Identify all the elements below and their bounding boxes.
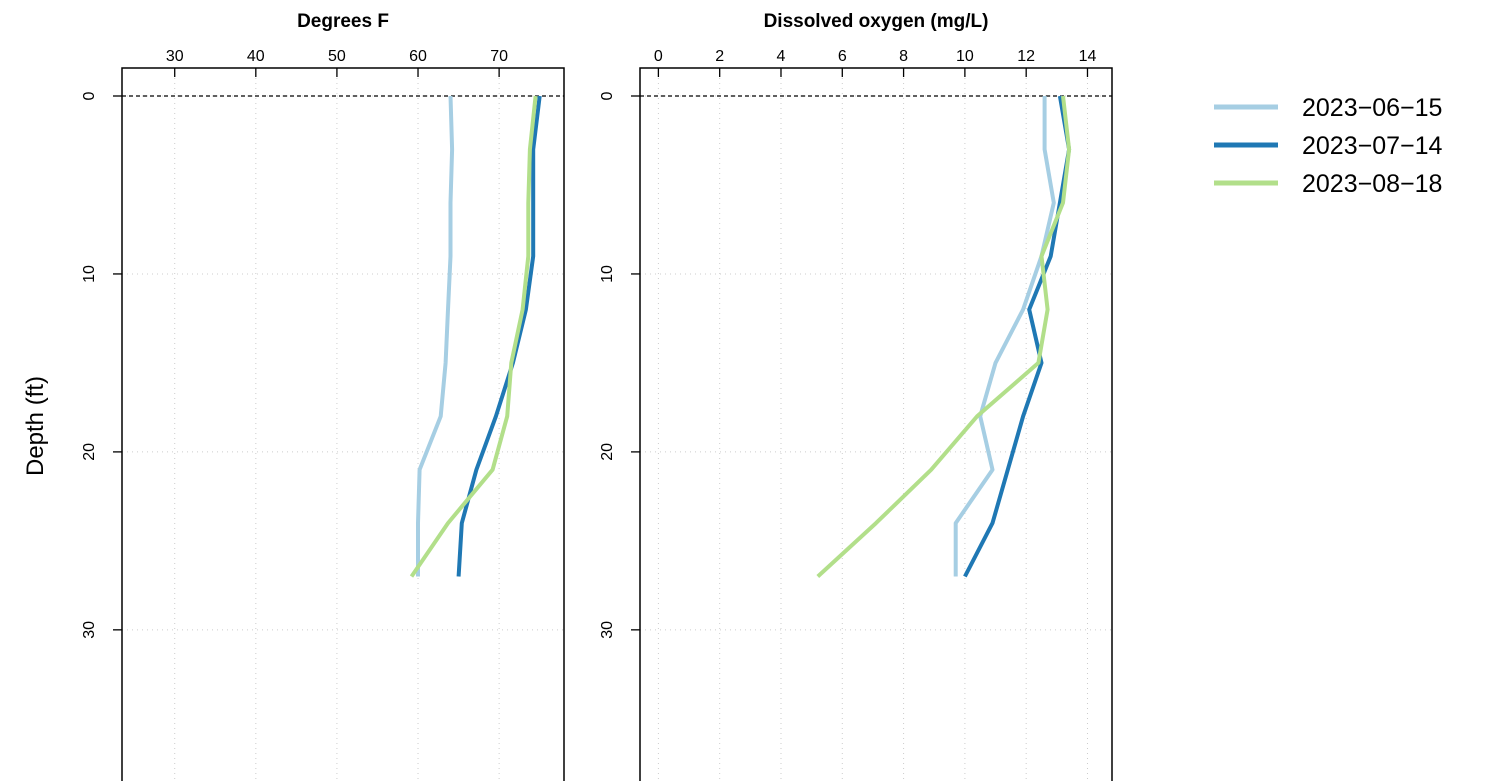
series-line: [416, 95, 455, 577]
series-line: [816, 95, 1072, 578]
y-tick-label: 0: [81, 91, 98, 100]
x-tick-label: 70: [490, 48, 508, 65]
x-tick-label: 4: [777, 48, 786, 65]
x-tick-label: 2: [715, 48, 724, 65]
legend-label: 2023−07−14: [1302, 132, 1443, 160]
y-tick-label: 10: [599, 265, 616, 283]
y-tick-label: 0: [599, 91, 616, 100]
y-tick-label: 20: [81, 443, 98, 461]
panel-title: Degrees F: [297, 11, 389, 32]
series-line: [953, 96, 1056, 577]
temperature-panel: 30 40 50 60 70 0 10 20 30 Degrees F: [81, 11, 565, 781]
x-tick-label: 14: [1079, 48, 1097, 65]
y-tick-label: 30: [81, 621, 98, 639]
x-tick-label: 10: [956, 48, 974, 65]
legend-label: 2023−06−15: [1302, 94, 1442, 122]
plot-frame: [121, 67, 565, 781]
legend-label: 2023−08−18: [1302, 170, 1442, 198]
panel-title: Dissolved oxygen (mg/L): [764, 11, 989, 32]
series-line: [409, 95, 538, 578]
y-tick-label: 30: [599, 621, 616, 639]
panels: 30 40 50 60 70 0 10 20 30 Degrees F 0 2 4 6 8 10 12 14 0 10…: [81, 11, 1113, 781]
y-tick-label: 10: [81, 265, 98, 283]
y-tick-label: 20: [599, 443, 616, 461]
x-tick-label: 30: [166, 48, 184, 65]
legend: 2023−06−15 2023−07−14 2023−08−18: [1214, 94, 1443, 198]
x-tick-label: 12: [1017, 48, 1035, 65]
plot-frame: [639, 67, 1113, 781]
x-tick-label: 6: [838, 48, 847, 65]
depth-axis-label: Depth (ft): [22, 376, 49, 476]
x-tick-label: 40: [247, 48, 265, 65]
oxygen-panel: 0 2 4 6 8 10 12 14 0 10 20 30 Dissolved oxygen (mg/L…: [599, 11, 1113, 781]
x-tick-label: 60: [409, 48, 427, 65]
x-tick-label: 8: [899, 48, 908, 65]
x-tick-label: 50: [328, 48, 346, 65]
series-line: [963, 95, 1072, 578]
x-tick-label: 0: [654, 48, 663, 65]
